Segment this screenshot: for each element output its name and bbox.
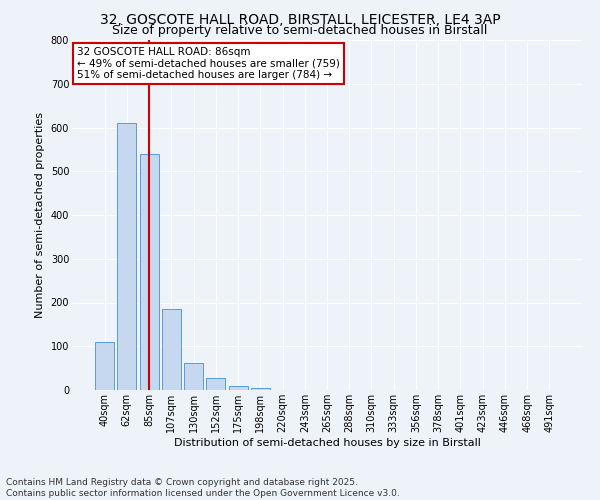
- Text: 32, GOSCOTE HALL ROAD, BIRSTALL, LEICESTER, LE4 3AP: 32, GOSCOTE HALL ROAD, BIRSTALL, LEICEST…: [100, 12, 500, 26]
- Bar: [184, 363, 203, 390]
- Bar: [140, 154, 158, 390]
- Bar: [206, 378, 225, 390]
- Y-axis label: Number of semi-detached properties: Number of semi-detached properties: [35, 112, 45, 318]
- Text: Contains HM Land Registry data © Crown copyright and database right 2025.
Contai: Contains HM Land Registry data © Crown c…: [6, 478, 400, 498]
- Bar: [95, 342, 114, 390]
- Bar: [162, 309, 181, 390]
- Text: Size of property relative to semi-detached houses in Birstall: Size of property relative to semi-detach…: [112, 24, 488, 37]
- Bar: [251, 388, 270, 390]
- Bar: [229, 386, 248, 390]
- Text: 32 GOSCOTE HALL ROAD: 86sqm
← 49% of semi-detached houses are smaller (759)
51% : 32 GOSCOTE HALL ROAD: 86sqm ← 49% of sem…: [77, 47, 340, 80]
- Bar: [118, 123, 136, 390]
- X-axis label: Distribution of semi-detached houses by size in Birstall: Distribution of semi-detached houses by …: [173, 438, 481, 448]
